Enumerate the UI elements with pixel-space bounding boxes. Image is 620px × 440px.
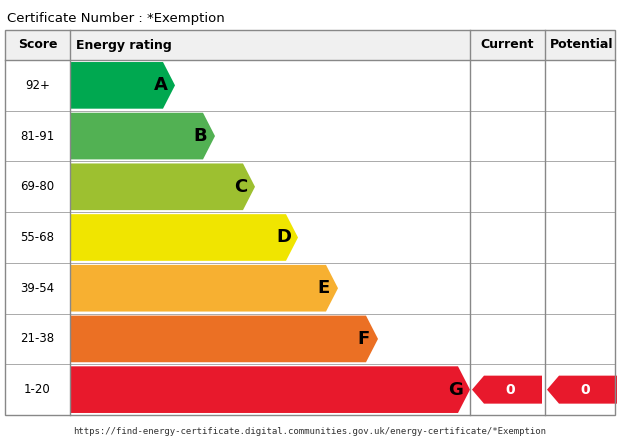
Text: Energy rating: Energy rating: [76, 38, 172, 51]
Text: https://find-energy-certificate.digital.communities.gov.uk/energy-certificate/*E: https://find-energy-certificate.digital.…: [74, 427, 546, 436]
Polygon shape: [70, 265, 338, 312]
Polygon shape: [70, 62, 175, 109]
Polygon shape: [70, 113, 215, 159]
Text: 1-20: 1-20: [24, 383, 51, 396]
Text: G: G: [448, 381, 463, 399]
Bar: [5, 30, 615, 60]
Polygon shape: [70, 367, 470, 413]
Text: 55-68: 55-68: [20, 231, 55, 244]
Text: 92+: 92+: [25, 79, 50, 92]
Text: D: D: [276, 228, 291, 246]
Polygon shape: [70, 163, 255, 210]
Text: 0: 0: [581, 383, 590, 396]
Text: 69-80: 69-80: [20, 180, 55, 193]
Text: Potential: Potential: [551, 38, 614, 51]
Text: 81-91: 81-91: [20, 129, 55, 143]
Text: 21-38: 21-38: [20, 333, 55, 345]
Text: 39-54: 39-54: [20, 282, 55, 295]
Text: A: A: [154, 77, 167, 94]
Text: F: F: [358, 330, 370, 348]
Text: 0: 0: [506, 383, 515, 396]
Bar: [5, 30, 615, 415]
Polygon shape: [472, 376, 542, 403]
Text: Certificate Number : *Exemption: Certificate Number : *Exemption: [7, 12, 224, 25]
Text: Current: Current: [480, 38, 534, 51]
Text: B: B: [194, 127, 208, 145]
Text: E: E: [317, 279, 330, 297]
Polygon shape: [547, 376, 617, 403]
Text: C: C: [234, 178, 247, 196]
Text: Score: Score: [18, 38, 57, 51]
Polygon shape: [70, 315, 378, 362]
Polygon shape: [70, 214, 298, 261]
